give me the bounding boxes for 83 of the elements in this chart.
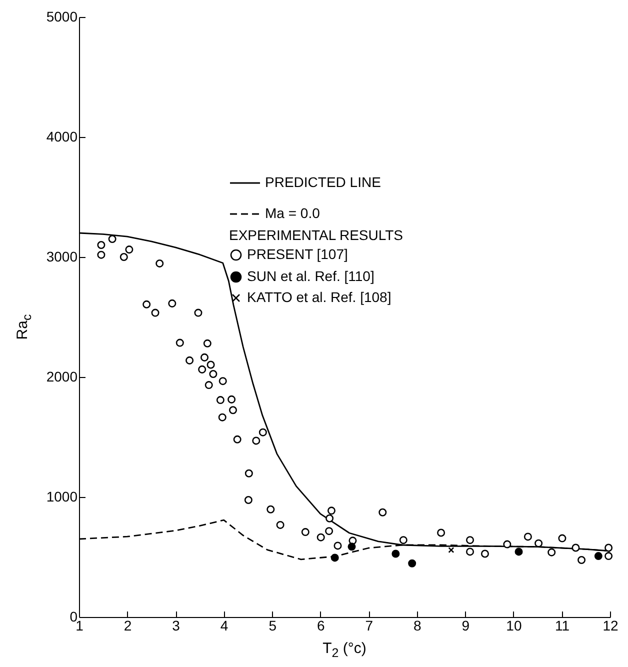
- x-tick-label: 6: [316, 618, 325, 634]
- y-tick-label: 3000: [46, 248, 78, 264]
- point: [198, 365, 206, 374]
- point: [244, 496, 252, 504]
- point: [578, 556, 586, 564]
- point: [216, 396, 224, 404]
- x-tick-label: 3: [172, 618, 180, 634]
- x-tick-label: 12: [602, 618, 618, 634]
- point: [244, 469, 253, 478]
- point: [206, 360, 215, 369]
- point: [534, 539, 543, 548]
- x-tick-label: 1: [76, 618, 84, 634]
- point: [276, 520, 284, 529]
- point: [330, 554, 339, 562]
- point: [437, 528, 446, 537]
- point: [572, 544, 580, 552]
- point: [168, 299, 176, 308]
- point: [252, 436, 260, 445]
- point: [514, 548, 523, 556]
- point: [548, 548, 556, 556]
- x-tick-label: 11: [554, 618, 570, 634]
- point: [378, 508, 387, 516]
- legend-label: KATTO et al. Ref. [108]: [247, 289, 392, 305]
- y-tick-label: 0: [70, 608, 78, 624]
- point: [316, 533, 325, 542]
- point: [120, 253, 128, 261]
- point: [194, 308, 202, 317]
- legend-label: Ma = 0.0: [265, 205, 320, 221]
- y-tick-label: 2000: [46, 368, 78, 384]
- point: [604, 552, 613, 560]
- point: [558, 534, 566, 542]
- point: [480, 550, 489, 558]
- point: [156, 259, 164, 268]
- x-tick-label: 7: [365, 618, 374, 634]
- point: [228, 406, 237, 414]
- point: [151, 308, 160, 317]
- point: [142, 300, 151, 308]
- point: [392, 550, 400, 558]
- point: [301, 528, 310, 536]
- point: [233, 435, 242, 444]
- x-axis-title: T$_{2}$ (°c): [322, 640, 368, 660]
- point: [466, 548, 474, 556]
- x-tick-label: 10: [506, 618, 522, 634]
- y-tick-label: 5000: [46, 8, 78, 24]
- point: [503, 540, 512, 548]
- x-tick-label: 4: [220, 618, 228, 634]
- point: [604, 544, 613, 552]
- point: [524, 532, 532, 541]
- point: [594, 552, 602, 560]
- point: [203, 339, 212, 348]
- point: [266, 505, 275, 514]
- point: [325, 527, 334, 536]
- point: [204, 381, 213, 390]
- point: [466, 536, 474, 544]
- legend-label: PREDICTED LINE: [265, 174, 381, 190]
- point: [326, 514, 334, 522]
- legend-title: EXPERIMENTAL RESULTS: [229, 227, 404, 243]
- point: [399, 536, 408, 544]
- point: [448, 547, 454, 554]
- y-tick-label: 4000: [46, 128, 78, 144]
- point: [408, 559, 416, 568]
- point: [200, 353, 209, 362]
- point: [176, 338, 184, 347]
- x-tick-label: 8: [414, 618, 422, 634]
- point: [348, 542, 356, 551]
- x-tick-label: 5: [268, 618, 277, 634]
- point: [228, 395, 236, 404]
- legend-label: PRESENT [107]: [247, 246, 348, 262]
- y-tick-label: 1000: [46, 488, 78, 504]
- legend-label: SUN et al. Ref. [110]: [247, 268, 374, 284]
- point: [97, 250, 106, 259]
- point: [108, 235, 116, 243]
- point: [327, 506, 336, 515]
- point: [218, 413, 226, 422]
- point: [97, 241, 106, 249]
- point: [186, 356, 194, 364]
- point: [218, 377, 227, 386]
- x-tick-label: 9: [462, 618, 470, 634]
- point: [209, 370, 218, 378]
- point: [125, 246, 134, 254]
- point: [258, 428, 267, 436]
- point: [334, 542, 342, 550]
- x-tick-label: 2: [124, 618, 132, 634]
